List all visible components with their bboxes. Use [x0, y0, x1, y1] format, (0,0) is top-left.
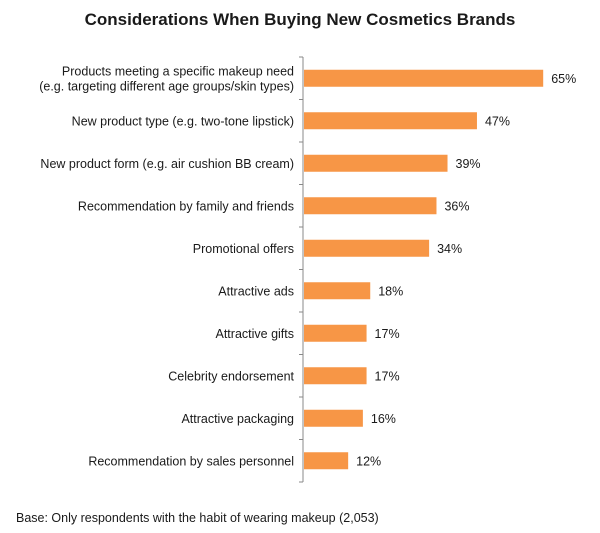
category-label: Products meeting a specific makeup need(… — [39, 64, 294, 93]
bar — [304, 197, 437, 215]
category-label: Attractive packaging — [181, 412, 294, 426]
category-label-line: Recommendation by family and friends — [78, 199, 294, 213]
bar — [304, 367, 367, 385]
value-label: 16% — [371, 412, 396, 426]
category-label: Recommendation by sales personnel — [88, 454, 294, 468]
category-label-line: New product form (e.g. air cushion BB cr… — [40, 157, 294, 171]
value-label: 17% — [375, 369, 400, 383]
value-label: 65% — [551, 72, 576, 86]
category-label: New product type (e.g. two-tone lipstick… — [72, 114, 294, 128]
category-label-line: Attractive packaging — [181, 412, 294, 426]
category-label-line: New product type (e.g. two-tone lipstick… — [72, 114, 294, 128]
bar — [304, 239, 430, 257]
value-label: 17% — [375, 327, 400, 341]
base-footnote: Base: Only respondents with the habit of… — [16, 511, 379, 525]
category-label-line: Attractive gifts — [216, 327, 295, 341]
bar — [304, 154, 448, 172]
category-label-line: Attractive ads — [218, 284, 294, 298]
chart-axis — [299, 56, 304, 483]
category-label-line: Celebrity endorsement — [168, 369, 294, 383]
category-label: Promotional offers — [193, 242, 294, 256]
value-labels: 65% 47% 39% 36% 34% 18% 17% 17% 16% 12% — [356, 72, 576, 469]
category-label-line: (e.g. targeting different age groups/ski… — [39, 79, 294, 93]
value-label: 39% — [456, 157, 481, 171]
value-label: 12% — [356, 454, 381, 468]
value-label: 47% — [485, 114, 510, 128]
category-label: New product form (e.g. air cushion BB cr… — [40, 157, 294, 171]
bar — [304, 282, 371, 300]
bar — [304, 324, 367, 342]
chart-title: Considerations When Buying New Cosmetics… — [84, 10, 516, 29]
category-label: Attractive gifts — [216, 327, 295, 341]
category-label-line: Promotional offers — [193, 242, 294, 256]
category-labels: Products meeting a specific makeup need(… — [39, 64, 294, 468]
bar — [304, 409, 363, 427]
category-label: Recommendation by family and friends — [78, 199, 294, 213]
bars — [304, 69, 544, 470]
bar — [304, 112, 477, 130]
category-label: Celebrity endorsement — [168, 369, 294, 383]
category-label-line: Recommendation by sales personnel — [88, 454, 294, 468]
category-label: Attractive ads — [218, 284, 294, 298]
value-label: 34% — [437, 242, 462, 256]
value-label: 18% — [378, 284, 403, 298]
bar — [304, 452, 349, 470]
bar — [304, 69, 544, 87]
value-label: 36% — [444, 199, 469, 213]
category-label-line: Products meeting a specific makeup need — [62, 64, 294, 78]
